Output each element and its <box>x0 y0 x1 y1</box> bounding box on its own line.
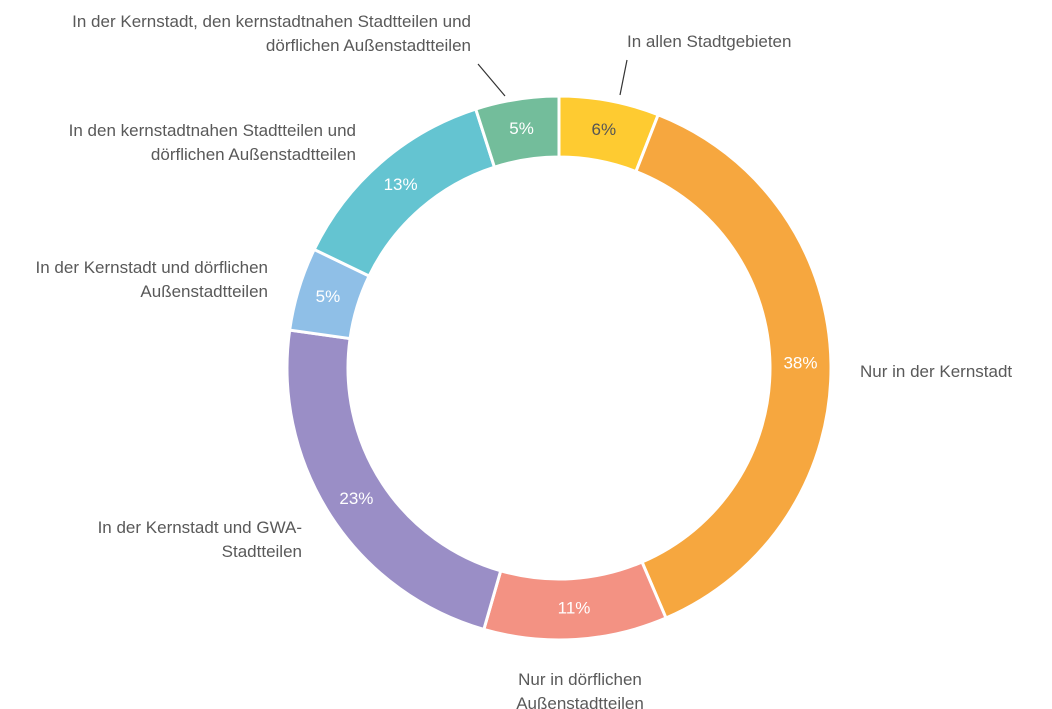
value-label: 38% <box>783 354 817 373</box>
category-label: In den kernstadtnahen Stadtteilen und dö… <box>68 121 356 164</box>
category-label: Nur in dörflichen Außenstadtteilen <box>516 670 644 709</box>
category-label: In allen Stadtgebieten <box>627 32 792 51</box>
value-label: 5% <box>509 119 534 138</box>
slice <box>285 328 503 632</box>
value-label: 11% <box>558 599 591 618</box>
category-label: In der Kernstadt und dörflichen Außensta… <box>35 258 268 301</box>
value-label: 23% <box>339 489 373 508</box>
value-label: 5% <box>316 287 341 306</box>
category-label: In der Kernstadt und GWA-Stadtteilen <box>97 518 302 561</box>
value-label: 13% <box>384 175 418 194</box>
value-label: 6% <box>592 120 617 139</box>
leader-line <box>619 59 628 96</box>
leader-line <box>477 63 506 97</box>
category-label: In der Kernstadt, den kernstadtnahen Sta… <box>72 12 471 55</box>
slice <box>473 94 561 170</box>
category-label: Nur in der Kernstadt <box>860 362 1013 381</box>
slice <box>633 112 833 621</box>
